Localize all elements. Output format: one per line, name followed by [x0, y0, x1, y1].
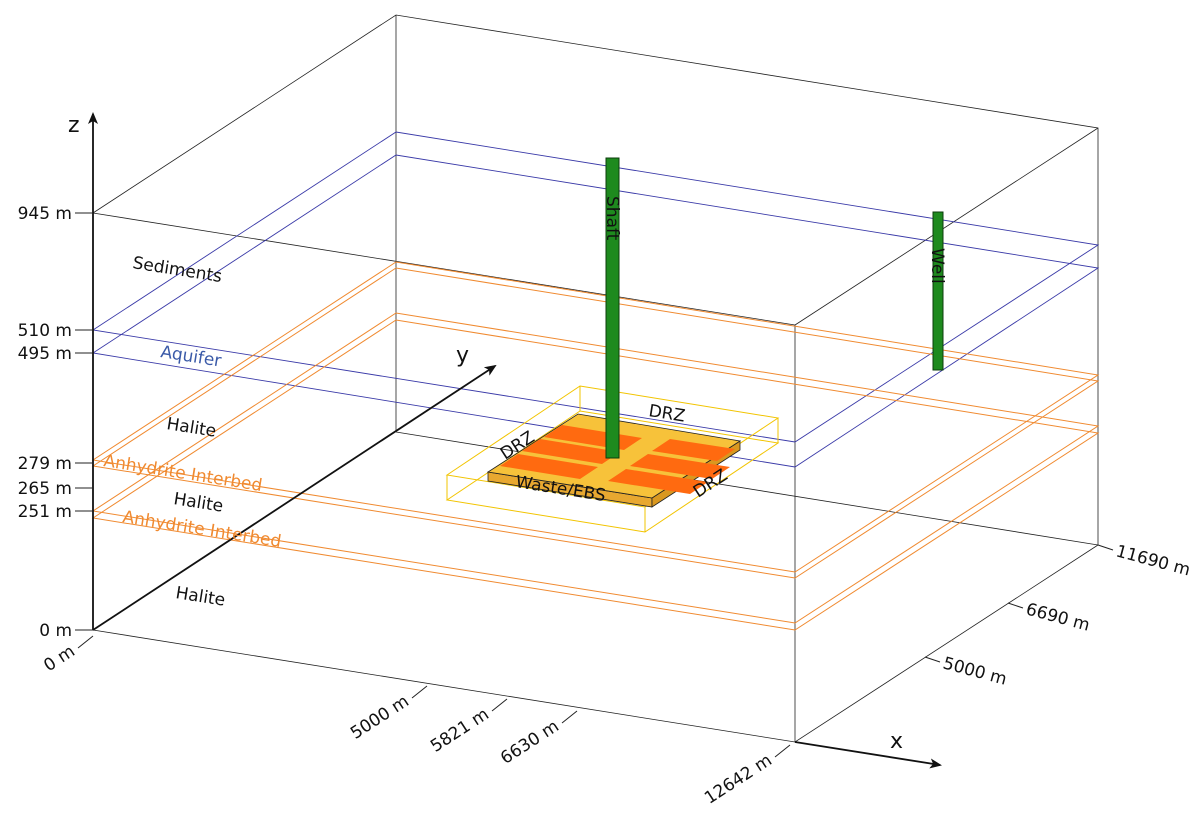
component-label: Well [927, 248, 947, 284]
x-tick-label: 5821 m [427, 704, 493, 756]
layer-label: Anhydrite Interbed [121, 507, 282, 552]
z-tick-label: 265 m [18, 479, 72, 499]
z-tick-label: 279 m [18, 454, 72, 474]
axis-label: y [456, 343, 469, 368]
z-tick-label: 510 m [18, 321, 72, 341]
well [933, 212, 943, 370]
layer-label: Halite [174, 583, 226, 611]
layer-label: Aquifer [159, 342, 222, 371]
x-tick-label: 0 m [40, 641, 78, 676]
layer-label: Halite [172, 489, 224, 517]
y-ticks: 5000 m 6690 m 11690 m [925, 542, 1192, 690]
x-ticks: 0 m 5000 m 5821 m 6630 m 12642 m [40, 636, 790, 809]
domain-box [93, 15, 1098, 742]
layer-label: Halite [165, 414, 217, 442]
x-axis [795, 742, 940, 765]
x-tick-label: 12642 m [701, 750, 776, 808]
y-axis [93, 366, 495, 630]
z-tick-label: 251 m [18, 502, 72, 522]
axis-label: z [68, 113, 80, 138]
z-tick-label: 0 m [39, 621, 72, 641]
z-tick-label: 495 m [18, 344, 72, 364]
y-tick-label: 11690 m [1114, 542, 1193, 581]
x-tick-label: 6630 m [497, 716, 563, 768]
z-ticks: 945 m 510 m 495 m 279 m 265 m 251 m 0 m [18, 204, 93, 641]
z-tick-label: 945 m [18, 204, 72, 224]
axis-label: x [890, 729, 903, 754]
component-label: Shaft [602, 196, 622, 241]
diagram: z y x 945 m 510 m 495 m 279 m 265 m 251 … [0, 0, 1199, 813]
layer-label: Sediments [131, 253, 223, 287]
y-tick-label: 5000 m [941, 654, 1009, 690]
y-tick-label: 6690 m [1024, 600, 1092, 636]
x-tick-label: 5000 m [347, 691, 413, 743]
